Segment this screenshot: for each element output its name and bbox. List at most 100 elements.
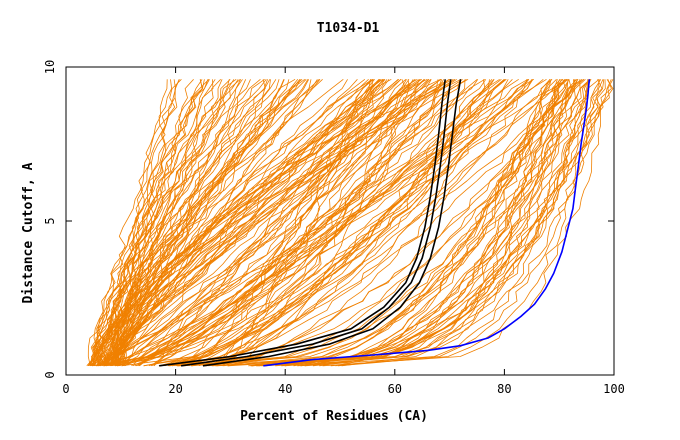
background-model-curve — [97, 79, 414, 367]
background-model-curve — [255, 79, 572, 367]
background-model-curve — [158, 78, 585, 367]
background-model-curve — [250, 79, 566, 367]
background-model-curve — [96, 79, 173, 366]
background-model-curve — [185, 79, 384, 367]
background-model-curve — [216, 79, 592, 367]
background-model-curve — [92, 79, 388, 367]
y-tick-label: 10 — [43, 60, 57, 74]
background-model-curve — [117, 79, 247, 366]
background-model-curve — [304, 79, 563, 367]
background-model-curve — [111, 79, 243, 367]
background-model-curve — [118, 79, 426, 367]
background-model-curve — [148, 79, 461, 367]
background-model-curve — [88, 78, 382, 367]
y-tick-label: 5 — [43, 217, 57, 224]
background-model-curve — [114, 79, 271, 367]
background-model-curve — [164, 79, 372, 367]
background-model-curve — [98, 79, 431, 367]
background-model-curve — [117, 78, 455, 367]
background-model-curve — [265, 79, 579, 367]
background-model-curve — [222, 79, 534, 367]
background-model-curve — [117, 78, 478, 367]
series-reference-1 — [159, 79, 446, 367]
background-model-curve — [105, 79, 385, 366]
model-curves — [86, 78, 614, 367]
background-model-curve — [198, 79, 551, 367]
series-highlight — [263, 79, 591, 367]
background-model-curve — [110, 79, 425, 366]
x-axis-label: Percent of Residues (CA) — [240, 409, 428, 424]
background-model-curve — [93, 79, 301, 367]
background-model-curve — [183, 79, 566, 367]
series-reference-2 — [180, 79, 452, 367]
background-model-curve — [99, 78, 442, 367]
series-reference-3 — [202, 79, 462, 367]
background-model-curve — [205, 79, 561, 367]
background-model-curve — [203, 79, 410, 367]
background-model-curve — [97, 79, 309, 366]
background-model-curve — [258, 79, 576, 367]
background-model-curve — [275, 79, 604, 367]
background-model-curve — [264, 79, 569, 367]
y-axis-label: Distance Cutoff, A — [21, 162, 36, 303]
background-model-curve — [143, 79, 420, 367]
background-model-curve — [252, 79, 614, 367]
x-tick-label: 0 — [62, 382, 69, 396]
x-tick-label: 60 — [388, 382, 402, 396]
background-model-curve — [169, 79, 528, 367]
background-model-curve — [222, 78, 383, 367]
x-tick-label: 40 — [278, 382, 292, 396]
background-model-curve — [106, 79, 443, 367]
background-model-curve — [160, 79, 490, 367]
background-model-curve — [180, 79, 390, 367]
x-tick-label: 20 — [168, 382, 182, 396]
background-model-curve — [177, 79, 606, 367]
background-model-curve — [193, 78, 451, 367]
background-model-curve — [96, 79, 312, 367]
background-model-curve — [108, 78, 457, 366]
background-model-curve — [256, 79, 578, 367]
background-model-curve — [100, 78, 428, 366]
background-model-curve — [97, 79, 371, 367]
x-tick-label: 100 — [603, 382, 625, 396]
background-model-curve — [103, 79, 221, 367]
background-model-curve — [223, 79, 570, 367]
background-model-curve — [113, 79, 307, 366]
background-model-curve — [167, 79, 532, 367]
background-model-curve — [284, 79, 589, 367]
background-model-curve — [110, 78, 381, 367]
background-model-curve — [88, 78, 306, 366]
background-model-curve — [99, 79, 271, 367]
background-model-curve — [109, 79, 180, 366]
chart-title: T1034-D1 — [317, 21, 380, 36]
background-model-curve — [109, 79, 242, 367]
background-model-curve — [258, 79, 612, 367]
background-model-curve — [264, 78, 600, 367]
background-model-curve — [105, 79, 239, 366]
background-model-curve — [248, 79, 552, 367]
axes: 0 20 40 60 80 100 0 5 10 — [43, 60, 625, 396]
background-model-curve — [87, 79, 209, 366]
background-model-curve — [97, 78, 441, 367]
background-model-curve — [97, 78, 467, 366]
background-model-curve — [100, 79, 466, 367]
background-model-curve — [114, 79, 495, 367]
background-model-curve — [121, 78, 374, 367]
background-model-curve — [112, 79, 380, 367]
background-model-curve — [103, 79, 320, 366]
background-model-curve — [212, 79, 432, 367]
x-tick-label: 80 — [497, 382, 511, 396]
background-model-curve — [90, 79, 251, 366]
background-model-curve — [261, 79, 578, 367]
background-model-curve — [131, 79, 430, 367]
background-model-curve — [337, 79, 605, 367]
background-model-curve — [94, 79, 267, 366]
y-tick-label: 0 — [43, 371, 57, 378]
background-model-curve — [117, 79, 203, 366]
background-model-curve — [105, 78, 441, 367]
background-model-curve — [284, 79, 581, 367]
background-model-curve — [124, 78, 568, 367]
background-model-curve — [94, 79, 416, 366]
background-model-curve — [208, 78, 584, 367]
